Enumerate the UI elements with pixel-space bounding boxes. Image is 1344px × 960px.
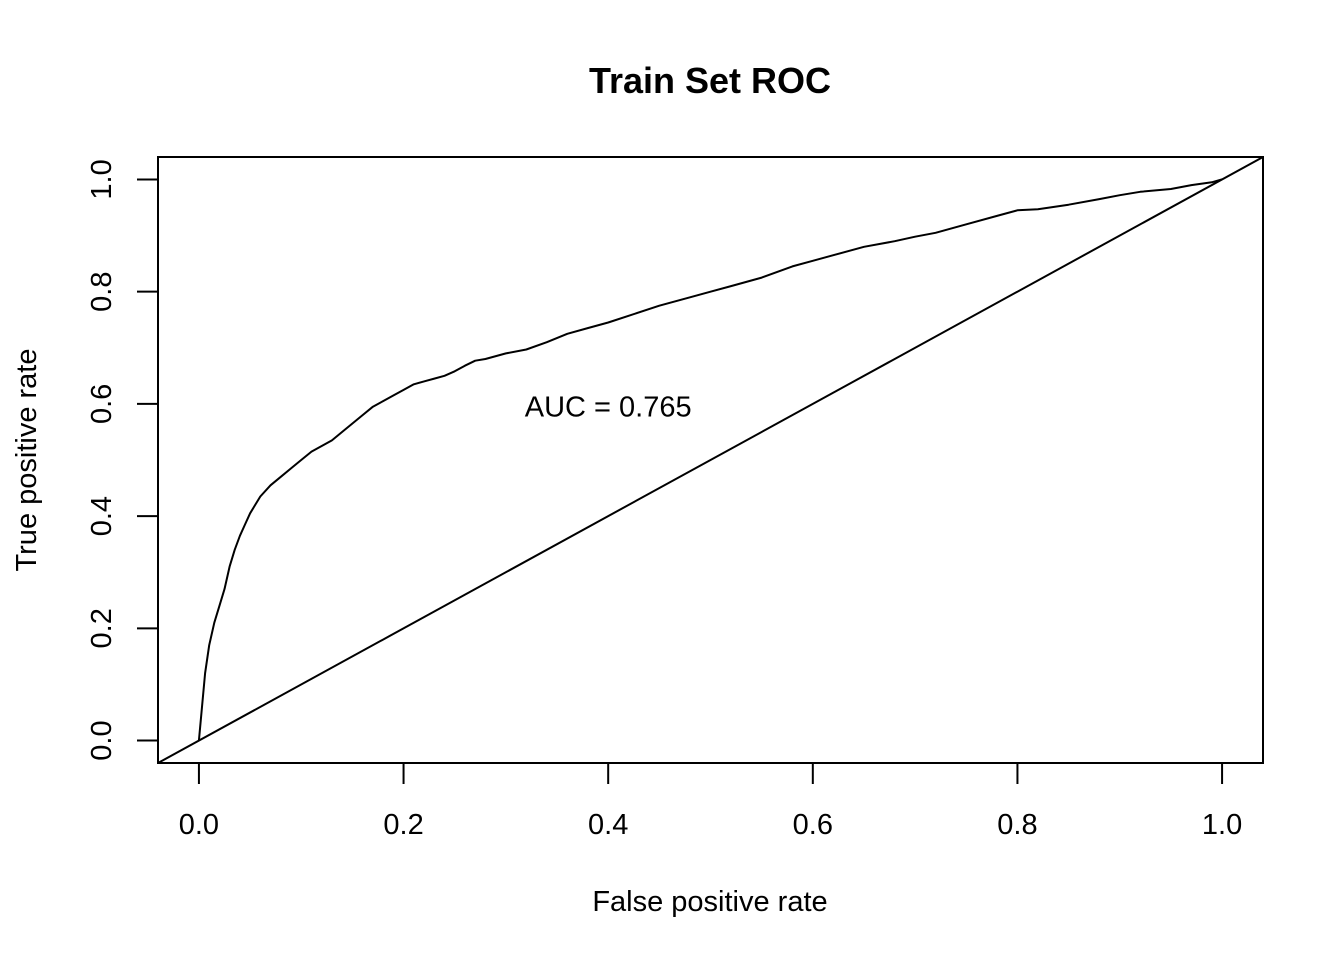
x-tick-label: 0.6 [793, 809, 833, 841]
y-tick-label: 0.0 [86, 720, 118, 760]
y-tick-label: 0.2 [86, 608, 118, 648]
y-axis-ticks: 0.0 0.2 0.4 0.6 0.8 1.0 [86, 159, 159, 761]
y-axis-title: True positive rate [11, 349, 43, 572]
y-tick-label: 0.6 [86, 384, 118, 424]
y-tick-label: 0.4 [86, 496, 118, 536]
series-layer [157, 156, 1264, 764]
x-tick-label: 0.2 [383, 809, 423, 841]
chart-title: Train Set ROC [589, 60, 831, 101]
x-tick-label: 0.0 [179, 809, 219, 841]
y-tick-label: 0.8 [86, 272, 118, 312]
x-tick-label: 0.8 [997, 809, 1037, 841]
annotation-layer: AUC = 0.765 [525, 392, 692, 424]
y-tick-label: 1.0 [86, 159, 118, 199]
auc-annotation: AUC = 0.765 [525, 392, 692, 424]
roc-curve [197, 178, 1223, 741]
x-axis-title: False positive rate [592, 886, 827, 918]
x-tick-label: 1.0 [1202, 809, 1242, 841]
x-axis-ticks: 0.0 0.2 0.4 0.6 0.8 1.0 [179, 762, 1242, 841]
x-tick-label: 0.4 [588, 809, 628, 841]
diagonal-reference-line [157, 156, 1264, 764]
